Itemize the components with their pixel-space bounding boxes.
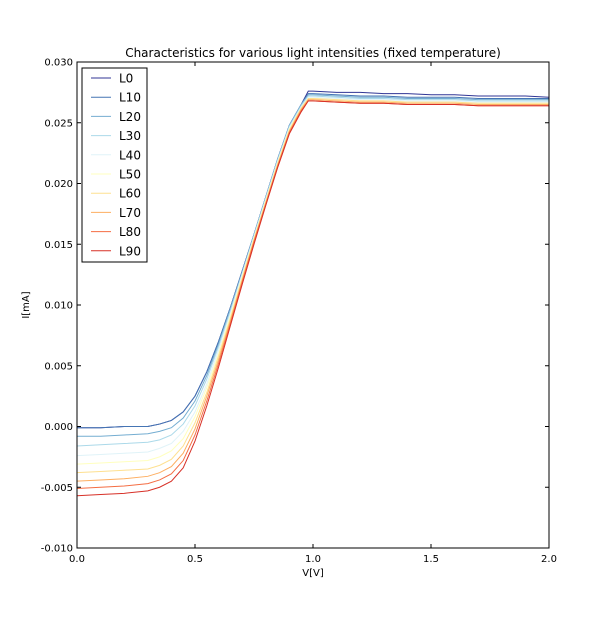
y-tick-label: -0.010 xyxy=(41,544,73,555)
y-axis-label: I[mA] xyxy=(21,291,32,318)
x-tick-label: 0.5 xyxy=(187,554,203,565)
legend-label-l40: L40 xyxy=(119,148,141,162)
x-axis: 0.0 0.5 1.0 1.5 2.0 xyxy=(69,62,557,565)
legend-label-l80: L80 xyxy=(119,225,141,239)
x-tick-label: 1.0 xyxy=(305,554,321,565)
legend-label-l70: L70 xyxy=(119,206,141,220)
y-tick-label: 0.020 xyxy=(44,179,73,190)
legend-frame xyxy=(81,67,148,263)
y-tick-label: 0.000 xyxy=(44,422,73,433)
y-axis: -0.010 -0.005 0.000 0.005 0.010 0.015 0.020 0.0… xyxy=(41,58,549,555)
y-tick-label: 0.015 xyxy=(44,240,73,251)
plot-area xyxy=(77,62,549,548)
series-layer xyxy=(76,90,550,497)
legend-label-l20: L20 xyxy=(119,110,141,124)
legend-label-l30: L30 xyxy=(119,129,141,143)
y-tick-label: 0.010 xyxy=(44,301,73,312)
y-tick-label: 0.005 xyxy=(44,361,73,372)
y-tick-label: 0.030 xyxy=(44,58,73,69)
legend-label-l60: L60 xyxy=(119,187,141,201)
y-tick-label: 0.025 xyxy=(44,118,73,129)
legend: L0 L10 L20 L30 L40 L50 L60 L70 L80 L90 xyxy=(81,67,148,263)
y-tick-label: -0.005 xyxy=(41,483,73,494)
x-tick-label: 1.5 xyxy=(423,554,439,565)
x-tick-label: 0.0 xyxy=(69,554,85,565)
legend-label-l10: L10 xyxy=(119,91,141,105)
x-axis-label: V[V] xyxy=(302,568,324,579)
legend-label-l90: L90 xyxy=(119,244,141,258)
legend-label-l50: L50 xyxy=(119,168,141,182)
legend-label-l0: L0 xyxy=(119,72,133,86)
chart-title: Characteristics for various light intens… xyxy=(125,46,501,60)
x-tick-label: 2.0 xyxy=(541,554,557,565)
series-line-l90 xyxy=(76,100,549,497)
